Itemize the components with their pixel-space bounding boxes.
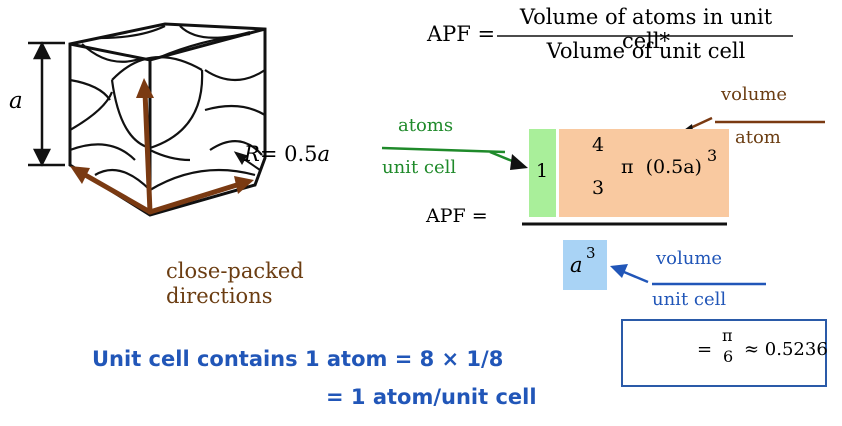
volume-cell-top: volume [656, 248, 723, 269]
dimension-a-marker [28, 41, 65, 167]
radius-label-eq: = 0.5 [259, 142, 318, 166]
sphere-arcs [69, 25, 266, 191]
three-denominator: 3 [592, 177, 605, 199]
cube-exponent-atom: 3 [707, 146, 718, 165]
close-packed-line2: directions [166, 284, 273, 308]
close-packed-label: close-packed directions [166, 259, 304, 309]
atom-volume-box [559, 129, 729, 217]
radius-label-r: R [244, 142, 260, 166]
atoms-label: atoms [398, 115, 454, 136]
atoms-count-box [529, 129, 556, 217]
close-packed-arrows [70, 78, 254, 215]
atoms-count-value: 1 [536, 160, 549, 182]
result-approx: ≈ 0.5236 [744, 339, 828, 360]
volume-cell-bottom: unit cell [652, 289, 727, 310]
sphere-volume-expr: π (0.5a) [621, 156, 702, 178]
dimension-a-label: a [9, 88, 23, 114]
result-equals: = [697, 339, 713, 360]
cell-volume-box [563, 240, 607, 290]
formula-numerator: Volume of atoms in unit cell* [519, 5, 773, 53]
volume-atom-bottom: atom [735, 127, 781, 148]
radius-label: R= 0.5a [244, 142, 330, 166]
radius-arrow [233, 151, 261, 171]
four-numerator: 4 [592, 134, 605, 156]
volume-cell-arrow [610, 264, 766, 286]
apf-label: APF = [426, 205, 488, 227]
statement-line1: Unit cell contains 1 atom = 8 × 1/8 [92, 347, 504, 371]
volume-atom-top: volume [721, 84, 788, 105]
unit-cell-label-green: unit cell [382, 157, 457, 178]
result-box [621, 319, 827, 387]
close-packed-line1: close-packed [166, 259, 304, 283]
cell-volume-exponent: 3 [586, 244, 596, 262]
formula-denominator: Volume of unit cell [546, 39, 746, 63]
result-six: 6 [723, 347, 734, 366]
atoms-arrow [381, 146, 528, 170]
radius-label-a: a [317, 142, 331, 166]
result-pi: π [722, 326, 733, 345]
formula-lhs: APF = [427, 22, 496, 46]
statement-line2: = 1 atom/unit cell [326, 385, 537, 409]
cell-volume-base: a [570, 253, 583, 277]
